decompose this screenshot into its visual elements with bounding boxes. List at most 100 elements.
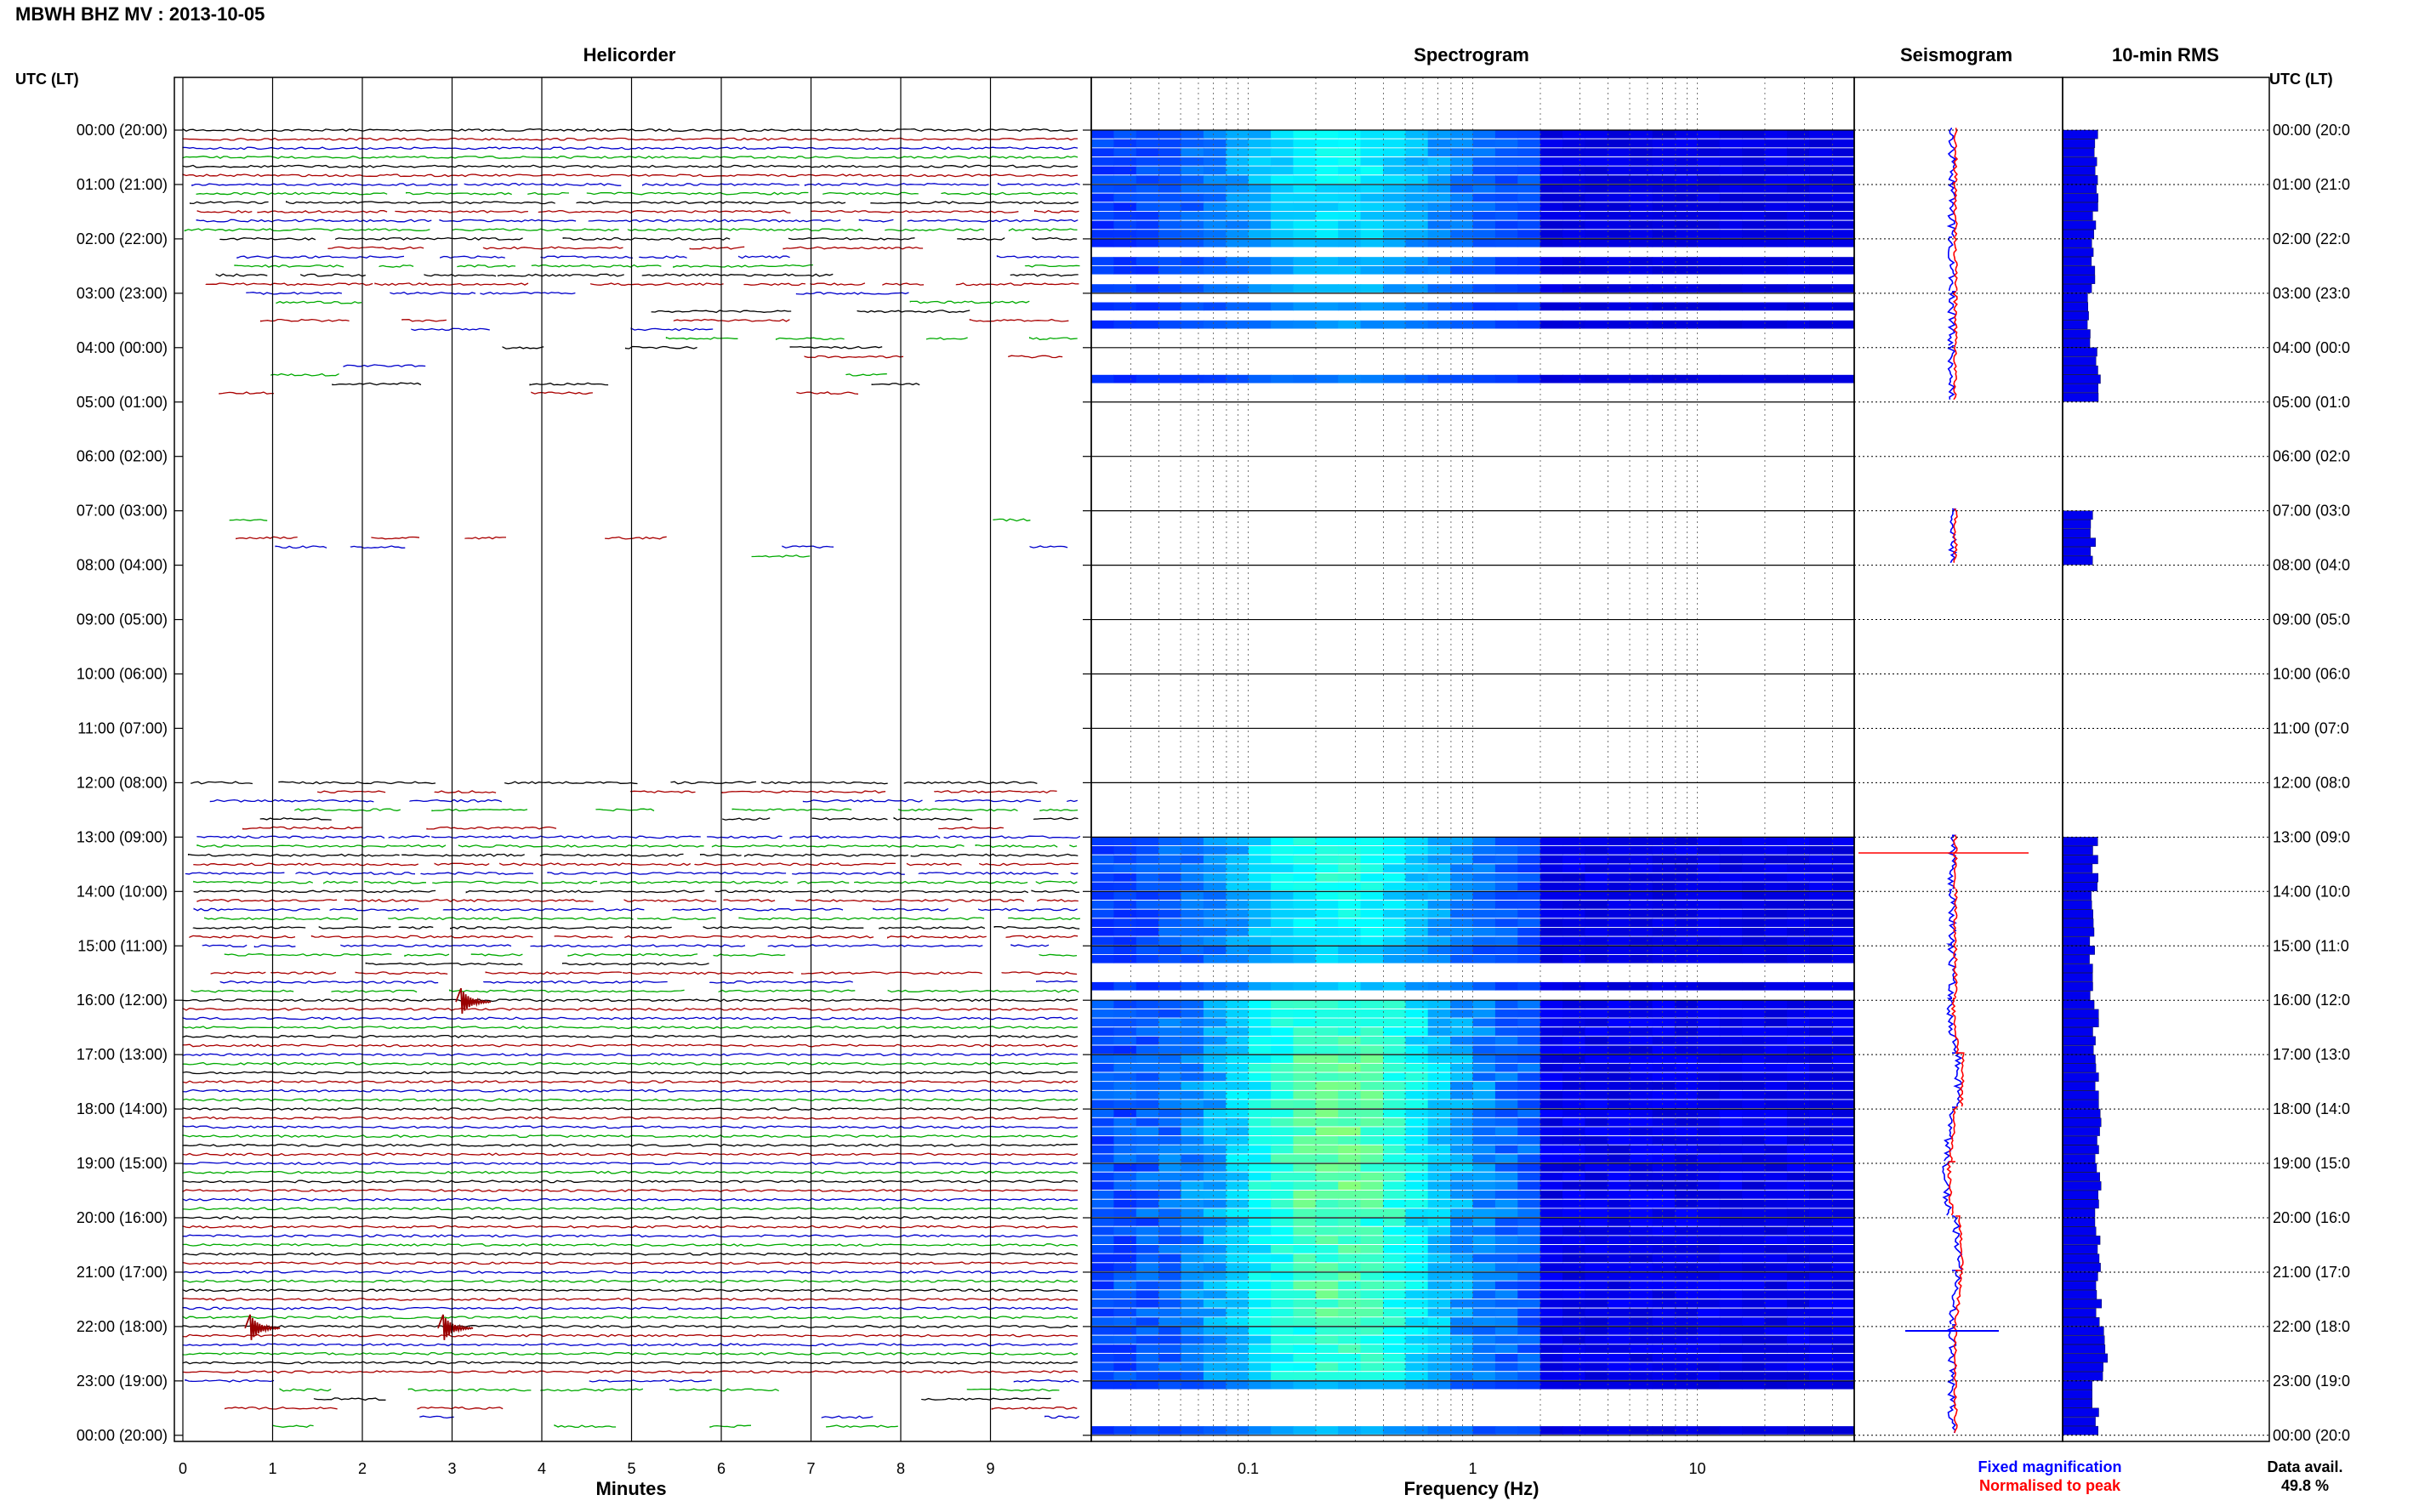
spectrogram-cell [1674,1154,1698,1163]
spectrogram-cell [1742,1172,1766,1181]
spectrogram-cell [1136,864,1159,873]
spectrogram-cell [1674,1272,1698,1281]
spectrogram-cell [1136,1018,1159,1027]
spectrogram-cell [1786,1372,1810,1380]
spectrogram-cell [1293,1063,1317,1072]
spectrogram-cell [1831,1054,1855,1063]
spectrogram-cell [1226,175,1249,184]
spectrogram-cell [1517,320,1541,329]
spectrogram-cell [1450,166,1474,175]
spectrogram-cell [1607,1362,1631,1372]
spectrogram-cell [1338,374,1362,384]
spectrogram-cell [1540,954,1563,963]
spectrogram-cell [1226,1036,1249,1045]
rms-bar [2062,963,2093,973]
spectrogram-cell [1764,193,1788,202]
spectrogram-cell [1338,1326,1362,1335]
spectrogram-cell [1427,1145,1451,1154]
spectrogram-cell [1383,846,1406,855]
spectrogram-cell [1786,1218,1810,1226]
spectrogram-cell [1271,1082,1295,1090]
helicorder-trace [731,808,852,811]
spectrogram-cell [1315,211,1339,220]
spectrogram-cell [1136,927,1159,936]
spectrogram-cell [1158,1281,1182,1290]
helicorder-trace [1001,971,1078,975]
spectrogram-cell [1607,1263,1631,1271]
rms-bar [2062,1390,2092,1399]
spectrogram-cell [1158,257,1182,265]
spectrogram-cell [1719,1253,1743,1263]
spectrogram-cell [1383,1117,1406,1127]
spectrogram-cell [1136,184,1159,193]
spectrogram-cell [1248,846,1272,855]
spectrogram-cell [1405,202,1429,211]
spectrogram-cell [1764,1072,1788,1082]
rms-bar [2062,275,2096,284]
spectrogram-cell [1338,981,1362,991]
spectrogram-cell [1607,855,1631,864]
spectrogram-cell [1786,901,1810,909]
spectrogram-cell [1203,1009,1227,1018]
helicorder-trace [782,545,834,549]
spectrogram-cell [1607,1208,1631,1217]
spectrogram-cell [1674,1082,1698,1090]
spectrogram-cell [1652,257,1676,265]
spectrogram-tick-label: 10 [1688,1460,1705,1477]
spectrogram-cell [1315,1172,1339,1181]
spectrogram-cell [1427,837,1451,846]
helicorder-trace [350,545,406,549]
helicorder-trace [191,989,294,993]
helicorder-trace [182,1179,1079,1184]
spectrogram-cell [1383,1072,1406,1082]
spectrogram-cell [1719,1426,1743,1435]
spectrogram-cell [1383,1018,1406,1027]
spectrogram-cell [1405,265,1429,275]
rms-bar [2062,1316,2100,1327]
spectrogram-cell [1315,1009,1339,1018]
spectrogram-cell [1764,1344,1788,1353]
spectrogram-cell [1091,1136,1114,1145]
spectrogram-cell [1517,1226,1541,1236]
spectrogram-cell [1674,909,1698,918]
spectrogram-cell [1585,901,1608,909]
helicorder-trace [294,808,401,812]
spectrogram-cell [1764,320,1788,329]
spectrogram-cell [1630,1253,1653,1263]
spectrogram-cell [1786,927,1810,936]
spectrogram-cell [1405,184,1429,193]
spectrogram-cell [1540,1127,1563,1136]
spectrogram-cell [1158,320,1182,329]
spectrogram-cell [1158,1208,1182,1217]
spectrogram-cell [1315,1191,1339,1199]
spectrogram-cell [1764,265,1788,275]
spectrogram-cell [1338,1208,1362,1217]
seismogram-normalised-trace [1953,182,1958,237]
spectrogram-cell [1203,130,1227,139]
spectrogram-cell [1764,175,1788,184]
spectrogram-cell [1203,1299,1227,1308]
spectrogram-cell [1742,927,1766,936]
spectrogram-cell [1248,374,1272,384]
spectrogram-cell [1764,1362,1788,1372]
spectrogram-cell [1360,1072,1384,1082]
spectrogram-cell [1652,284,1676,293]
spectrogram-cell [1517,981,1541,991]
spectrogram-cell [1158,302,1182,311]
spectrogram-cell [1786,864,1810,873]
rms-bar [2062,284,2092,293]
spectrogram-cell [1674,1181,1698,1191]
spectrogram-cell [1405,1090,1429,1100]
spectrogram-cell [1091,1353,1114,1362]
spectrogram-cell [1562,1326,1585,1335]
spectrogram-cell [1494,1372,1518,1380]
spectrogram-cell [1630,193,1653,202]
spectrogram-cell [1562,1109,1585,1117]
spectrogram-cell [1360,901,1384,909]
spectrogram-cell [1405,1362,1429,1372]
spectrogram-cell [1181,1072,1204,1082]
spectrogram-cell [1383,1027,1406,1036]
rms-bar [2062,1217,2096,1227]
spectrogram-cell [1517,265,1541,275]
spectrogram-cell [1674,1000,1698,1009]
